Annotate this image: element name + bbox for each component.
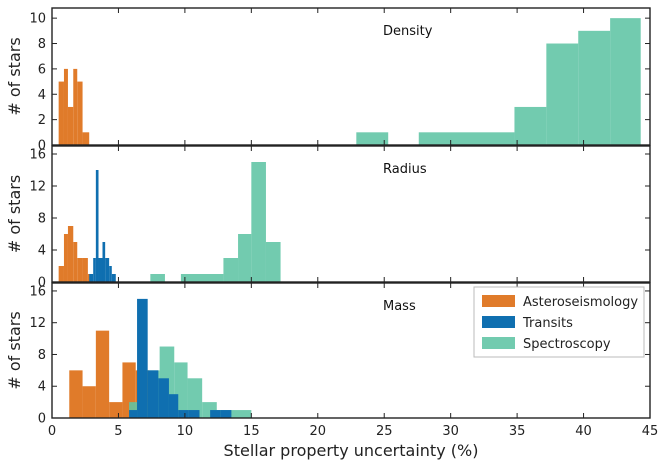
xtick-label-5: 5: [114, 424, 122, 439]
density-asteroseismology-bar-1: [63, 68, 68, 145]
xtick-label-30: 30: [442, 424, 459, 439]
density-spectroscopy-bar-3: [546, 43, 579, 145]
mass-transits-bar-0: [129, 410, 138, 418]
radius-spectroscopy-bar-2: [223, 258, 239, 282]
mass-ytick-label-0: 0: [38, 412, 46, 427]
mass-ytick-label-12: 12: [29, 316, 46, 331]
radius-spectroscopy-bar-0: [150, 274, 165, 282]
xtick-label-15: 15: [243, 424, 260, 439]
mass-title: Mass: [383, 299, 416, 314]
radius-asteroseismology-bar-5: [82, 258, 88, 282]
radius-transits-bar-3: [98, 258, 103, 282]
mass-transits-bar-1: [137, 298, 148, 418]
density-asteroseismology-bar-5: [82, 132, 90, 145]
density-ytick-label-4: 4: [38, 88, 46, 103]
mass-asteroseismology-bar-3: [109, 402, 123, 418]
legend-label-asteroseismology: Asteroseismology: [523, 295, 638, 310]
xtick-label-10: 10: [177, 424, 194, 439]
density-ytick-label-8: 8: [38, 37, 46, 52]
density-asteroseismology-bar-3: [73, 68, 78, 145]
mass-transits-bar-5: [178, 410, 189, 418]
radius-asteroseismology-bar-0: [58, 266, 64, 282]
mass-spectroscopy-bar-7: [231, 410, 252, 418]
legend-label-transits: Transits: [522, 316, 573, 331]
legend-swatch-spectroscopy: [482, 337, 515, 349]
radius-transits-bar-0: [89, 274, 94, 282]
radius-ylabel: # of stars: [5, 175, 24, 253]
xtick-label-45: 45: [642, 424, 659, 439]
density-ytick-label-2: 2: [38, 113, 46, 128]
density-asteroseismology-bar-2: [67, 106, 74, 145]
radius-asteroseismology-bar-2: [67, 226, 74, 282]
mass-panel: 0 4 8 12 16 # of stars Mass: [5, 282, 651, 427]
radius-transits-bar-6: [109, 266, 112, 282]
density-axes-frame: [51, 7, 651, 146]
radius-axes-frame: [51, 145, 651, 283]
mass-spectroscopy-bar-4: [187, 378, 203, 418]
xtick-label-20: 20: [310, 424, 327, 439]
mass-asteroseismology-bar-2: [95, 330, 110, 418]
radius-title: Radius: [383, 162, 427, 177]
mass-transits-bar-3: [158, 378, 169, 418]
mass-transits-bar-6: [188, 410, 200, 418]
radius-ytick-label-12: 12: [29, 180, 46, 195]
legend: Asteroseismology Transits Spectroscopy: [473, 286, 645, 358]
radius-transits-bar-1: [93, 258, 96, 282]
density-spectroscopy-bar-4: [578, 30, 611, 145]
x-axis-label: Stellar property uncertainty (%): [224, 441, 479, 460]
radius-spectroscopy-bar-5: [265, 242, 281, 282]
mass-transits-bar-4: [168, 394, 179, 418]
density-spectroscopy-bar-2: [514, 106, 547, 145]
radius-transits-bar-2: [95, 170, 99, 282]
radius-spectroscopy-bar-4: [251, 162, 266, 282]
density-title: Density: [383, 24, 433, 39]
radius-asteroseismology-bar-3: [73, 242, 78, 282]
mass-ytick-label-16: 16: [29, 284, 46, 299]
radius-panel: 0 4 8 12 16 # of stars Radius: [5, 145, 651, 291]
radius-asteroseismology-bar-4: [77, 258, 83, 282]
xtick-label-0: 0: [48, 424, 56, 439]
mass-transits-bar-2: [147, 370, 159, 418]
density-spectroscopy-bar-5: [610, 18, 641, 145]
density-ylabel: # of stars: [5, 37, 24, 115]
mass-ytick-label-8: 8: [38, 348, 46, 363]
mass-asteroseismology-bar-1: [82, 386, 96, 418]
radius-ytick-label-8: 8: [38, 212, 46, 227]
xtick-label-40: 40: [575, 424, 592, 439]
radius-transits-bar-7: [111, 274, 116, 282]
radius-asteroseismology-bar-1: [63, 234, 68, 282]
radius-spectroscopy-bar-3: [238, 234, 252, 282]
radius-spectroscopy-bar-1: [180, 274, 224, 282]
mass-axes-frame: [51, 282, 651, 419]
mass-transits-bar-8: [210, 410, 221, 418]
xtick-label-35: 35: [509, 424, 526, 439]
density-spectroscopy-bar-1: [418, 132, 515, 145]
radius-ytick-label-4: 4: [38, 244, 46, 259]
mass-asteroseismology-bar-0: [69, 370, 83, 418]
density-ytick-label-0: 0: [38, 139, 46, 154]
density-ytick-label-6: 6: [38, 62, 46, 77]
density-ytick-label-10: 10: [29, 12, 46, 27]
radius-transits-bar-4: [102, 242, 106, 282]
radius-transits-bar-5: [105, 258, 110, 282]
density-asteroseismology-bar-4: [77, 81, 83, 145]
mass-transits-bar-9: [220, 410, 232, 418]
density-spectroscopy-bar-0: [356, 132, 389, 145]
mass-ytick-label-4: 4: [38, 380, 46, 395]
xtick-label-25: 25: [376, 424, 393, 439]
density-asteroseismology-bar-0: [58, 81, 64, 145]
legend-swatch-transits: [482, 316, 515, 328]
legend-label-spectroscopy: Spectroscopy: [523, 337, 611, 352]
radius-ytick-label-16: 16: [29, 148, 46, 163]
density-panel: 0 2 4 6 8 10 # of stars Density: [5, 7, 651, 154]
radius-ytick-label-0: 0: [38, 276, 46, 291]
mass-ylabel: # of stars: [5, 311, 24, 389]
legend-swatch-asteroseismology: [482, 295, 515, 307]
